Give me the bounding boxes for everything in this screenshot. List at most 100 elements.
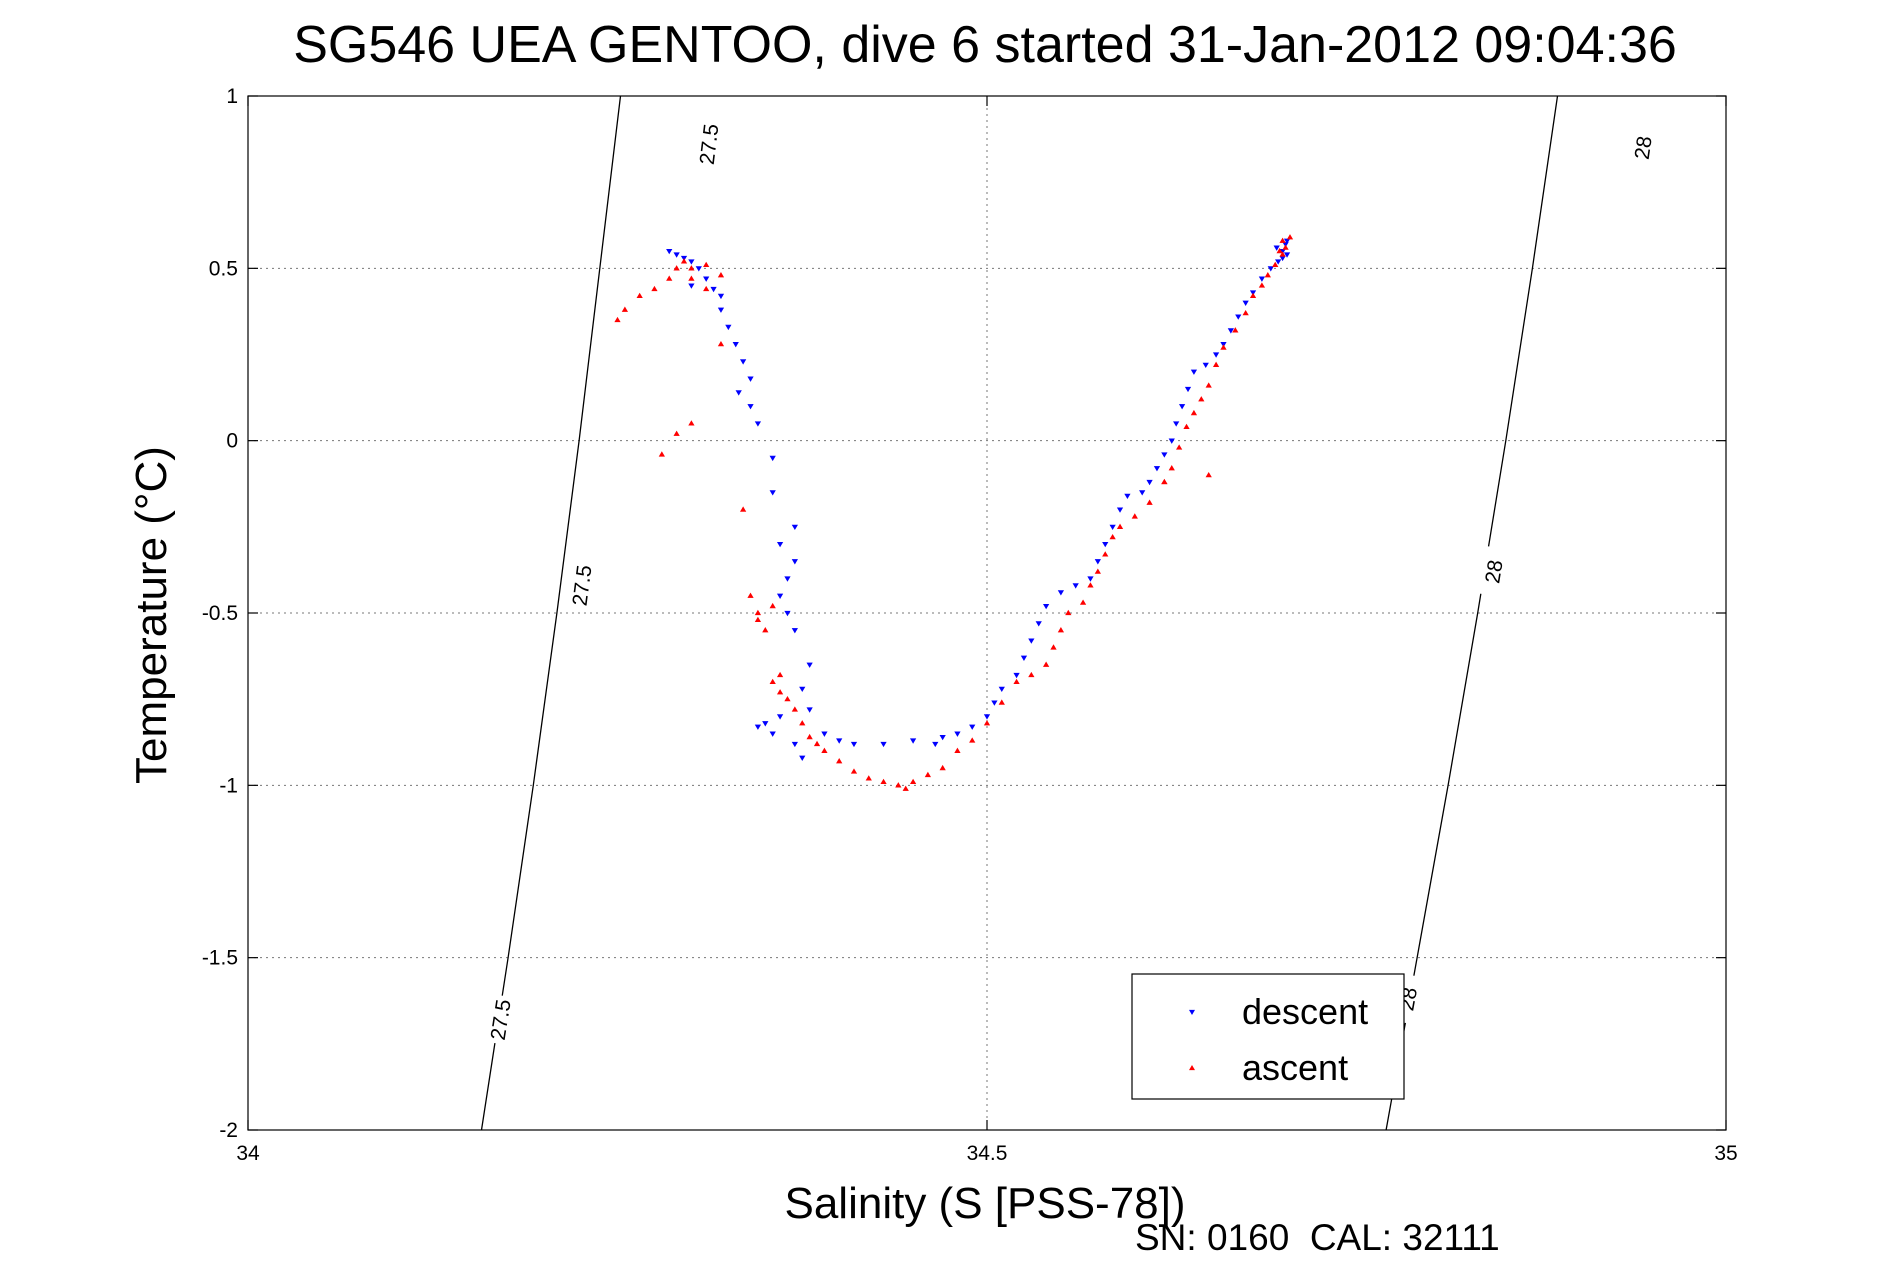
- descent-point-15: [747, 404, 754, 410]
- contour-label-0-1: 27.5: [569, 564, 597, 607]
- ascent-point-15: [658, 451, 665, 457]
- descent-point-21: [791, 559, 798, 565]
- ascent-point-19: [754, 616, 762, 623]
- ascent-point-55: [1116, 523, 1124, 529]
- legend-marker-ascent: [1189, 1065, 1195, 1071]
- ascent-point-31: [836, 758, 843, 764]
- descent-point-66: [1178, 404, 1186, 410]
- ascent-point-61: [1183, 423, 1190, 430]
- ascent-point-47: [1050, 644, 1057, 650]
- descent-point-49: [1028, 638, 1035, 644]
- ascent-point-26: [791, 706, 798, 712]
- ascent-point-41: [969, 737, 976, 743]
- descent-point-70: [1212, 352, 1220, 358]
- ascent-point-71: [1264, 272, 1271, 278]
- ascent-point-57: [1146, 499, 1153, 505]
- ascent-point-53: [1102, 551, 1109, 557]
- ascent-point-37: [909, 778, 917, 785]
- ascent-point-7: [688, 265, 695, 271]
- descent-point-41: [939, 734, 946, 741]
- descent-point-10: [725, 324, 732, 331]
- descent-point-36: [836, 738, 843, 744]
- descent-point-58: [1116, 507, 1124, 513]
- ascent-point-16: [740, 506, 747, 512]
- y-tick-label-5: 0.5: [209, 257, 238, 280]
- legend-box: [1131, 973, 1405, 1100]
- ascent-point-68: [1242, 309, 1249, 316]
- descent-point-3: [688, 259, 695, 265]
- ascent-point-10: [703, 285, 710, 292]
- ascent-point-40: [954, 747, 961, 753]
- ascent-point-2: [636, 292, 643, 299]
- ascent-point-14: [673, 430, 680, 436]
- descent-point-4: [695, 266, 702, 272]
- ascent-point-20: [762, 627, 769, 633]
- ascent-point-63: [1198, 396, 1205, 402]
- ascent-point-76: [1286, 234, 1294, 240]
- descent-point-72: [1227, 328, 1234, 334]
- descent-point-9: [717, 307, 725, 313]
- ascent-point-4: [666, 275, 673, 281]
- descent-point-12: [740, 359, 747, 365]
- ascent-point-29: [813, 740, 821, 747]
- descent-point-13: [747, 376, 754, 382]
- descent-point-28: [806, 707, 813, 713]
- descent-point-83: [1273, 245, 1280, 251]
- chart-title: SG546 UEA GENTOO, dive 6 started 31-Jan-…: [293, 16, 1677, 74]
- descent-point-48: [1020, 655, 1028, 661]
- ascent-point-21: [769, 602, 776, 609]
- descent-point-45: [991, 700, 998, 706]
- ascent-point-54: [1109, 533, 1116, 540]
- ascent-point-22: [776, 671, 784, 678]
- descent-point-1: [673, 252, 680, 258]
- ascent-point-44: [1013, 678, 1020, 685]
- descent-point-60: [1139, 490, 1146, 496]
- descent-point-47: [1013, 672, 1020, 679]
- descent-point-68: [1190, 369, 1198, 375]
- descent-point-53: [1072, 583, 1079, 589]
- descent-point-32: [769, 731, 776, 737]
- y-tick-label-4: 0: [226, 430, 238, 453]
- ascent-point-52: [1094, 568, 1101, 574]
- descent-point-2: [666, 248, 673, 255]
- ascent-point-35: [895, 782, 902, 788]
- ascent-point-43: [998, 699, 1005, 705]
- descent-point-31: [754, 724, 762, 730]
- descent-point-42: [954, 731, 961, 737]
- grid-lines: [248, 96, 1726, 1130]
- descent-point-8: [717, 293, 725, 300]
- descent-point-56: [1102, 541, 1109, 548]
- ascent-point-75: [1279, 237, 1286, 243]
- ascent-point-34: [880, 778, 887, 785]
- contour-label-bg-0-0: [486, 994, 516, 1046]
- descent-point-64: [1168, 438, 1175, 444]
- y-axis-ticks: -2 -1.5 -1 -0.5 0 0.5 1: [202, 85, 1726, 1142]
- descent-point-14: [735, 390, 742, 396]
- ascent-point-12: [717, 340, 725, 347]
- ascent-point-50: [1079, 599, 1087, 605]
- ascent-point-3: [651, 285, 658, 292]
- ascent-point-33: [865, 775, 872, 781]
- descent-point-34: [799, 755, 806, 761]
- descent-point-20: [776, 541, 784, 548]
- descent-point-69: [1202, 362, 1209, 369]
- ascent-point-8: [703, 261, 710, 268]
- descent-point-18: [769, 490, 776, 496]
- descent-point-50: [1035, 621, 1042, 627]
- ascent-point-28: [806, 733, 813, 740]
- ascent-point-9: [717, 272, 725, 278]
- ascent-point-32: [850, 768, 858, 774]
- contour-line-1: [1385, 95, 1559, 1131]
- descent-point-30: [762, 721, 769, 727]
- ascent-point-49: [1065, 609, 1072, 616]
- contour-label-bg-1-1: [1479, 546, 1509, 598]
- ascent-point-24: [776, 689, 784, 695]
- ascent-point-69: [1249, 292, 1257, 299]
- ascent-point-74: [1282, 244, 1289, 250]
- descent-point-25: [791, 628, 798, 634]
- descent-point-22: [784, 576, 791, 582]
- descent-point-5: [703, 276, 710, 282]
- ascent-point-30: [821, 747, 828, 753]
- ascent-point-27: [799, 720, 806, 726]
- ascent-point-77: [1276, 247, 1283, 254]
